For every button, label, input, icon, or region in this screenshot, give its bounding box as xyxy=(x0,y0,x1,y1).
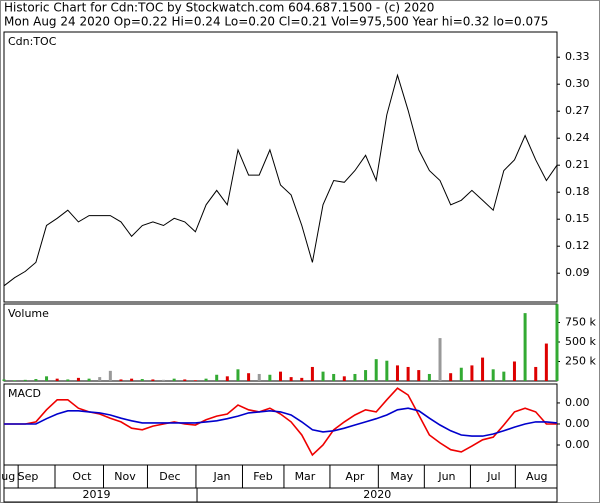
volume-bar xyxy=(76,377,80,381)
x-tick-label: Jun xyxy=(437,470,455,483)
y-tick-label: 0.21 xyxy=(565,158,590,171)
y-tick-label: 0.15 xyxy=(565,212,590,225)
volume-bar xyxy=(353,373,357,381)
panel-title: Volume xyxy=(8,307,49,320)
volume-bar xyxy=(204,378,208,381)
volume-bar xyxy=(300,377,304,381)
x-tick-label: Dec xyxy=(159,470,180,483)
volume-bar xyxy=(502,371,506,381)
y-tick-label: 0.27 xyxy=(565,104,590,117)
y-tick-label: 250 k xyxy=(565,354,596,367)
panel-title: Cdn:TOC xyxy=(8,35,57,48)
y-tick-label: 0.18 xyxy=(565,185,590,198)
volume-bar xyxy=(119,379,123,381)
y-tick-label: 750 k xyxy=(565,315,596,328)
y-tick-label: 0.00 xyxy=(565,396,590,409)
volume-bar xyxy=(34,379,38,381)
y-tick-label: 0.33 xyxy=(565,50,590,63)
price-line xyxy=(4,407,558,437)
volume-bar xyxy=(438,338,442,381)
x-tick-label: Jul xyxy=(486,470,500,483)
volume-bar xyxy=(459,367,463,381)
year-label: 2019 xyxy=(83,488,111,501)
header-line: Mon Aug 24 2020 Op=0.22 Hi=0.24 Lo=0.20 … xyxy=(4,15,548,29)
panel xyxy=(3,31,558,303)
volume-bar xyxy=(374,359,378,381)
x-tick-label: Aug xyxy=(526,470,547,483)
volume-bar xyxy=(13,380,17,381)
volume-bar xyxy=(55,378,59,381)
y-tick-label: 500 k xyxy=(565,335,596,348)
volume-bar xyxy=(555,304,559,381)
volume-bar xyxy=(140,379,144,381)
y-tick-label: 0.24 xyxy=(565,131,590,144)
volume-bar xyxy=(406,366,410,381)
volume-bar xyxy=(310,366,314,381)
volume-bar xyxy=(470,365,474,381)
volume-bar xyxy=(193,380,197,381)
volume-bar xyxy=(417,370,421,381)
volume-bar xyxy=(257,373,261,381)
volume-bar xyxy=(268,374,272,381)
volume-bar xyxy=(427,373,431,381)
volume-bar xyxy=(534,366,538,381)
volume-bar xyxy=(23,379,27,381)
volume-bar xyxy=(247,373,251,381)
volume-bar xyxy=(87,378,91,381)
volume-bar xyxy=(279,371,282,381)
x-tick-label: ug xyxy=(1,470,15,483)
volume-bar xyxy=(332,373,336,381)
volume-bar xyxy=(2,379,6,381)
volume-bar xyxy=(289,377,293,381)
volume-bar xyxy=(172,378,176,381)
volume-bar xyxy=(342,376,346,381)
x-tick-label: Sep xyxy=(18,470,39,483)
volume-bar xyxy=(491,369,495,381)
header-line: Historic Chart for Cdn:TOC by Stockwatch… xyxy=(4,1,434,15)
x-tick-label: Oct xyxy=(72,470,92,483)
volume-bar xyxy=(236,369,240,381)
x-tick-label: Feb xyxy=(253,470,272,483)
y-tick-label: 0.00 xyxy=(565,417,590,430)
year-row xyxy=(3,487,558,503)
volume-bar xyxy=(395,365,399,381)
y-tick-label: 0.09 xyxy=(565,266,590,279)
volume-bar xyxy=(449,373,453,381)
year-label: 2020 xyxy=(363,488,391,501)
volume-bar xyxy=(162,379,166,381)
volume-bar xyxy=(130,378,134,381)
volume-bar xyxy=(66,379,70,381)
volume-bar xyxy=(523,313,527,381)
volume-bar xyxy=(364,370,368,381)
x-tick-label: May xyxy=(390,470,413,483)
x-tick-label: Mar xyxy=(295,470,316,483)
volume-bar xyxy=(151,379,155,381)
volume-bar xyxy=(385,360,389,381)
volume-bar xyxy=(225,376,229,381)
volume-bar xyxy=(98,377,102,381)
y-tick-label: 0.30 xyxy=(565,77,590,90)
volume-bar xyxy=(481,357,485,381)
volume-bar xyxy=(321,371,325,381)
panel-title: MACD xyxy=(8,387,41,400)
x-tick-label: Jan xyxy=(213,470,231,483)
volume-bar xyxy=(108,370,112,381)
volume-bar xyxy=(544,343,548,381)
price-line xyxy=(3,73,558,287)
volume-bar xyxy=(183,379,187,381)
volume-bar xyxy=(215,374,219,381)
volume-bar xyxy=(512,361,516,381)
y-tick-label: 0.12 xyxy=(565,239,590,252)
x-tick-label: Nov xyxy=(114,470,136,483)
x-tick-label: Apr xyxy=(345,470,365,483)
y-tick-label: 0.00 xyxy=(565,438,590,451)
volume-bar xyxy=(45,376,49,381)
